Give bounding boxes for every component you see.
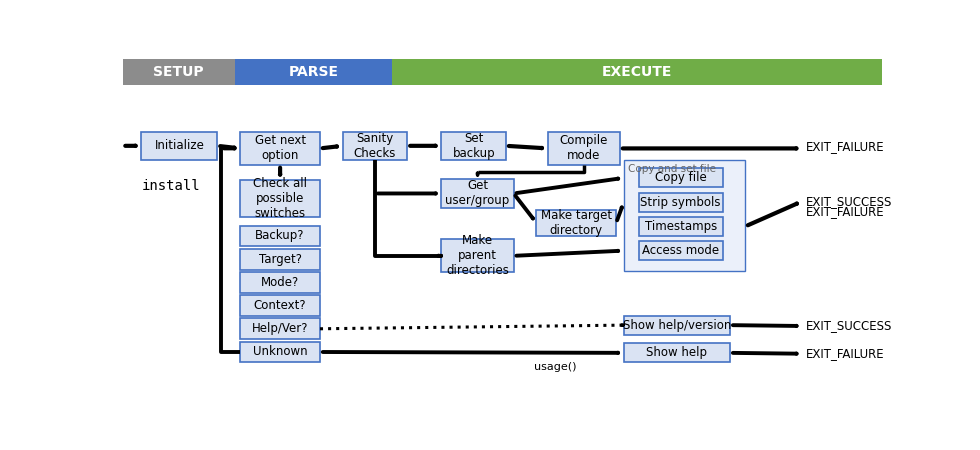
Text: Timestamps: Timestamps bbox=[645, 220, 716, 233]
Text: Compile
mode: Compile mode bbox=[560, 135, 608, 162]
FancyBboxPatch shape bbox=[639, 193, 722, 212]
Text: Copy and set file: Copy and set file bbox=[628, 164, 716, 174]
Text: SETUP: SETUP bbox=[154, 65, 204, 79]
Text: Strip symbols: Strip symbols bbox=[641, 196, 721, 209]
FancyBboxPatch shape bbox=[343, 132, 408, 160]
FancyBboxPatch shape bbox=[240, 295, 319, 316]
Text: Mode?: Mode? bbox=[261, 276, 299, 289]
FancyBboxPatch shape bbox=[639, 217, 722, 236]
FancyBboxPatch shape bbox=[639, 241, 722, 260]
Text: EXIT_SUCCESS: EXIT_SUCCESS bbox=[806, 195, 893, 208]
Text: Sanity
Checks: Sanity Checks bbox=[354, 132, 396, 160]
FancyBboxPatch shape bbox=[441, 179, 514, 208]
FancyBboxPatch shape bbox=[624, 343, 730, 362]
Text: Help/Ver?: Help/Ver? bbox=[252, 322, 309, 335]
FancyBboxPatch shape bbox=[240, 272, 319, 293]
Text: EXIT_FAILURE: EXIT_FAILURE bbox=[806, 205, 885, 218]
Text: EXECUTE: EXECUTE bbox=[602, 65, 672, 79]
Text: Get
user/group: Get user/group bbox=[446, 180, 510, 207]
FancyBboxPatch shape bbox=[441, 239, 514, 272]
Text: Show help: Show help bbox=[647, 346, 708, 360]
FancyBboxPatch shape bbox=[548, 132, 620, 165]
Text: Make target
directory: Make target directory bbox=[541, 209, 612, 237]
FancyBboxPatch shape bbox=[240, 180, 319, 217]
FancyBboxPatch shape bbox=[536, 210, 616, 236]
FancyBboxPatch shape bbox=[624, 315, 730, 335]
Text: Backup?: Backup? bbox=[256, 230, 305, 243]
Text: Copy file: Copy file bbox=[655, 171, 707, 184]
FancyBboxPatch shape bbox=[639, 168, 722, 187]
Text: Make
parent
directories: Make parent directories bbox=[446, 234, 509, 277]
Text: Target?: Target? bbox=[259, 252, 302, 266]
FancyBboxPatch shape bbox=[141, 132, 218, 160]
Text: EXIT_FAILURE: EXIT_FAILURE bbox=[806, 140, 885, 153]
Text: Get next
option: Get next option bbox=[255, 135, 306, 162]
Text: install: install bbox=[141, 179, 200, 193]
Text: Show help/version: Show help/version bbox=[622, 319, 731, 332]
Text: Unknown: Unknown bbox=[253, 346, 308, 359]
FancyBboxPatch shape bbox=[441, 132, 506, 160]
Text: Initialize: Initialize bbox=[155, 140, 205, 152]
Text: Access mode: Access mode bbox=[642, 244, 719, 257]
FancyBboxPatch shape bbox=[122, 59, 235, 85]
FancyBboxPatch shape bbox=[240, 319, 319, 339]
FancyBboxPatch shape bbox=[240, 132, 319, 165]
Text: usage(): usage() bbox=[534, 362, 576, 372]
Text: Check all
possible
switches: Check all possible switches bbox=[253, 177, 307, 220]
FancyBboxPatch shape bbox=[240, 342, 319, 362]
FancyBboxPatch shape bbox=[235, 59, 392, 85]
FancyBboxPatch shape bbox=[624, 160, 746, 270]
FancyBboxPatch shape bbox=[392, 59, 882, 85]
Text: Set
backup: Set backup bbox=[453, 132, 495, 160]
Text: EXIT_SUCCESS: EXIT_SUCCESS bbox=[806, 320, 893, 333]
FancyBboxPatch shape bbox=[240, 249, 319, 270]
Text: Context?: Context? bbox=[254, 299, 307, 312]
Text: PARSE: PARSE bbox=[288, 65, 338, 79]
FancyBboxPatch shape bbox=[240, 225, 319, 246]
Text: EXIT_FAILURE: EXIT_FAILURE bbox=[806, 347, 885, 360]
